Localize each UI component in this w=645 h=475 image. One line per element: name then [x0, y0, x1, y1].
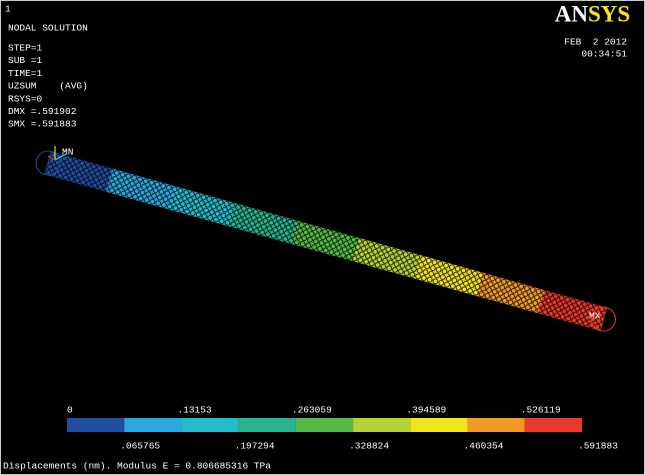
legend-band	[239, 418, 296, 432]
legend-band	[468, 418, 525, 432]
info-line: STEP=1	[8, 43, 43, 54]
legend-label: .13153	[177, 405, 212, 416]
legend-label: .460354	[464, 441, 504, 452]
logo-right: SYS	[588, 1, 630, 26]
legend-band	[353, 418, 410, 432]
legend-band	[181, 418, 238, 432]
legend-label: 0	[67, 405, 73, 416]
legend-label: .263059	[292, 405, 332, 416]
info-line: TIME=1	[8, 68, 43, 79]
legend-label: .394589	[406, 405, 446, 416]
legend-band	[296, 418, 353, 432]
info-line: DMX =.591902	[8, 106, 77, 117]
legend-label: .328824	[349, 441, 389, 452]
legend-band	[124, 418, 181, 432]
plot-title: NODAL SOLUTION	[8, 23, 88, 34]
min-node-label: MN	[62, 147, 73, 158]
ansys-window: 1 NODAL SOLUTION STEP=1SUB =1 TIME=1 UZSUM…	[0, 0, 645, 475]
max-node-label: MX	[589, 311, 601, 322]
window-number: 1	[5, 4, 11, 15]
legend-label: .526119	[521, 405, 561, 416]
info-line: UZSUM (AVG)	[8, 81, 88, 92]
legend-band	[525, 418, 582, 432]
logo-left: AN	[555, 1, 589, 26]
date: FEB 2 2012	[564, 37, 627, 48]
legend-label: .197294	[235, 441, 275, 452]
info-line: SMX =.591883	[8, 119, 77, 130]
legend-label: .591883	[578, 441, 618, 452]
legend-band	[410, 418, 467, 432]
info-line: SUB =1	[8, 55, 43, 66]
time: 00:34:51	[581, 49, 627, 60]
legend-label: .065765	[120, 441, 160, 452]
info-line: RSYS=0	[8, 93, 43, 104]
legend-band	[67, 418, 124, 432]
caption: Displacements (nm). Modulus E = 0.806685…	[3, 461, 271, 472]
